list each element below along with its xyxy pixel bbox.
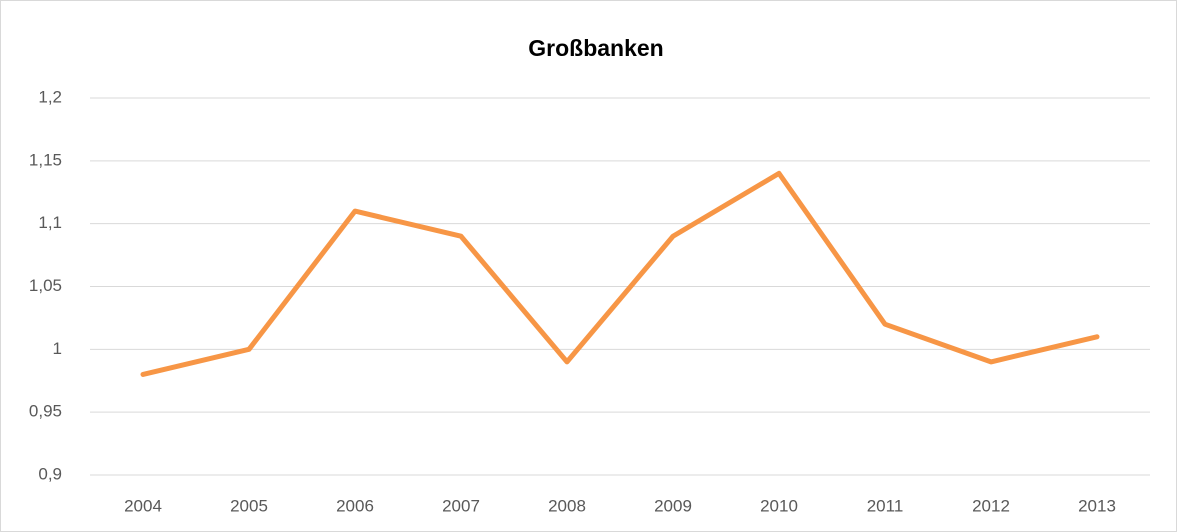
x-tick-label: 2013 xyxy=(1078,496,1116,515)
data-line xyxy=(140,170,1100,377)
x-tick-label: 2011 xyxy=(867,496,904,515)
y-tick-label: 1,05 xyxy=(29,276,62,295)
y-tick-label: 1,2 xyxy=(38,87,62,106)
y-tick-label: 0,95 xyxy=(29,402,62,421)
x-tick-label: 2009 xyxy=(654,496,692,515)
x-tick-label: 2007 xyxy=(442,496,480,515)
x-tick-label: 2012 xyxy=(972,496,1010,515)
y-tick-label: 0,9 xyxy=(38,464,62,483)
x-tick-label: 2008 xyxy=(548,496,586,515)
x-tick-label: 2006 xyxy=(336,496,374,515)
x-tick-label: 2010 xyxy=(760,496,798,515)
x-tick-label: 2004 xyxy=(124,496,162,515)
x-tick-label: 2005 xyxy=(230,496,268,515)
y-tick-label: 1,1 xyxy=(38,213,62,232)
chart-title: Großbanken xyxy=(528,35,663,61)
y-tick-label: 1,15 xyxy=(29,150,62,169)
y-tick-label: 1 xyxy=(53,339,62,358)
